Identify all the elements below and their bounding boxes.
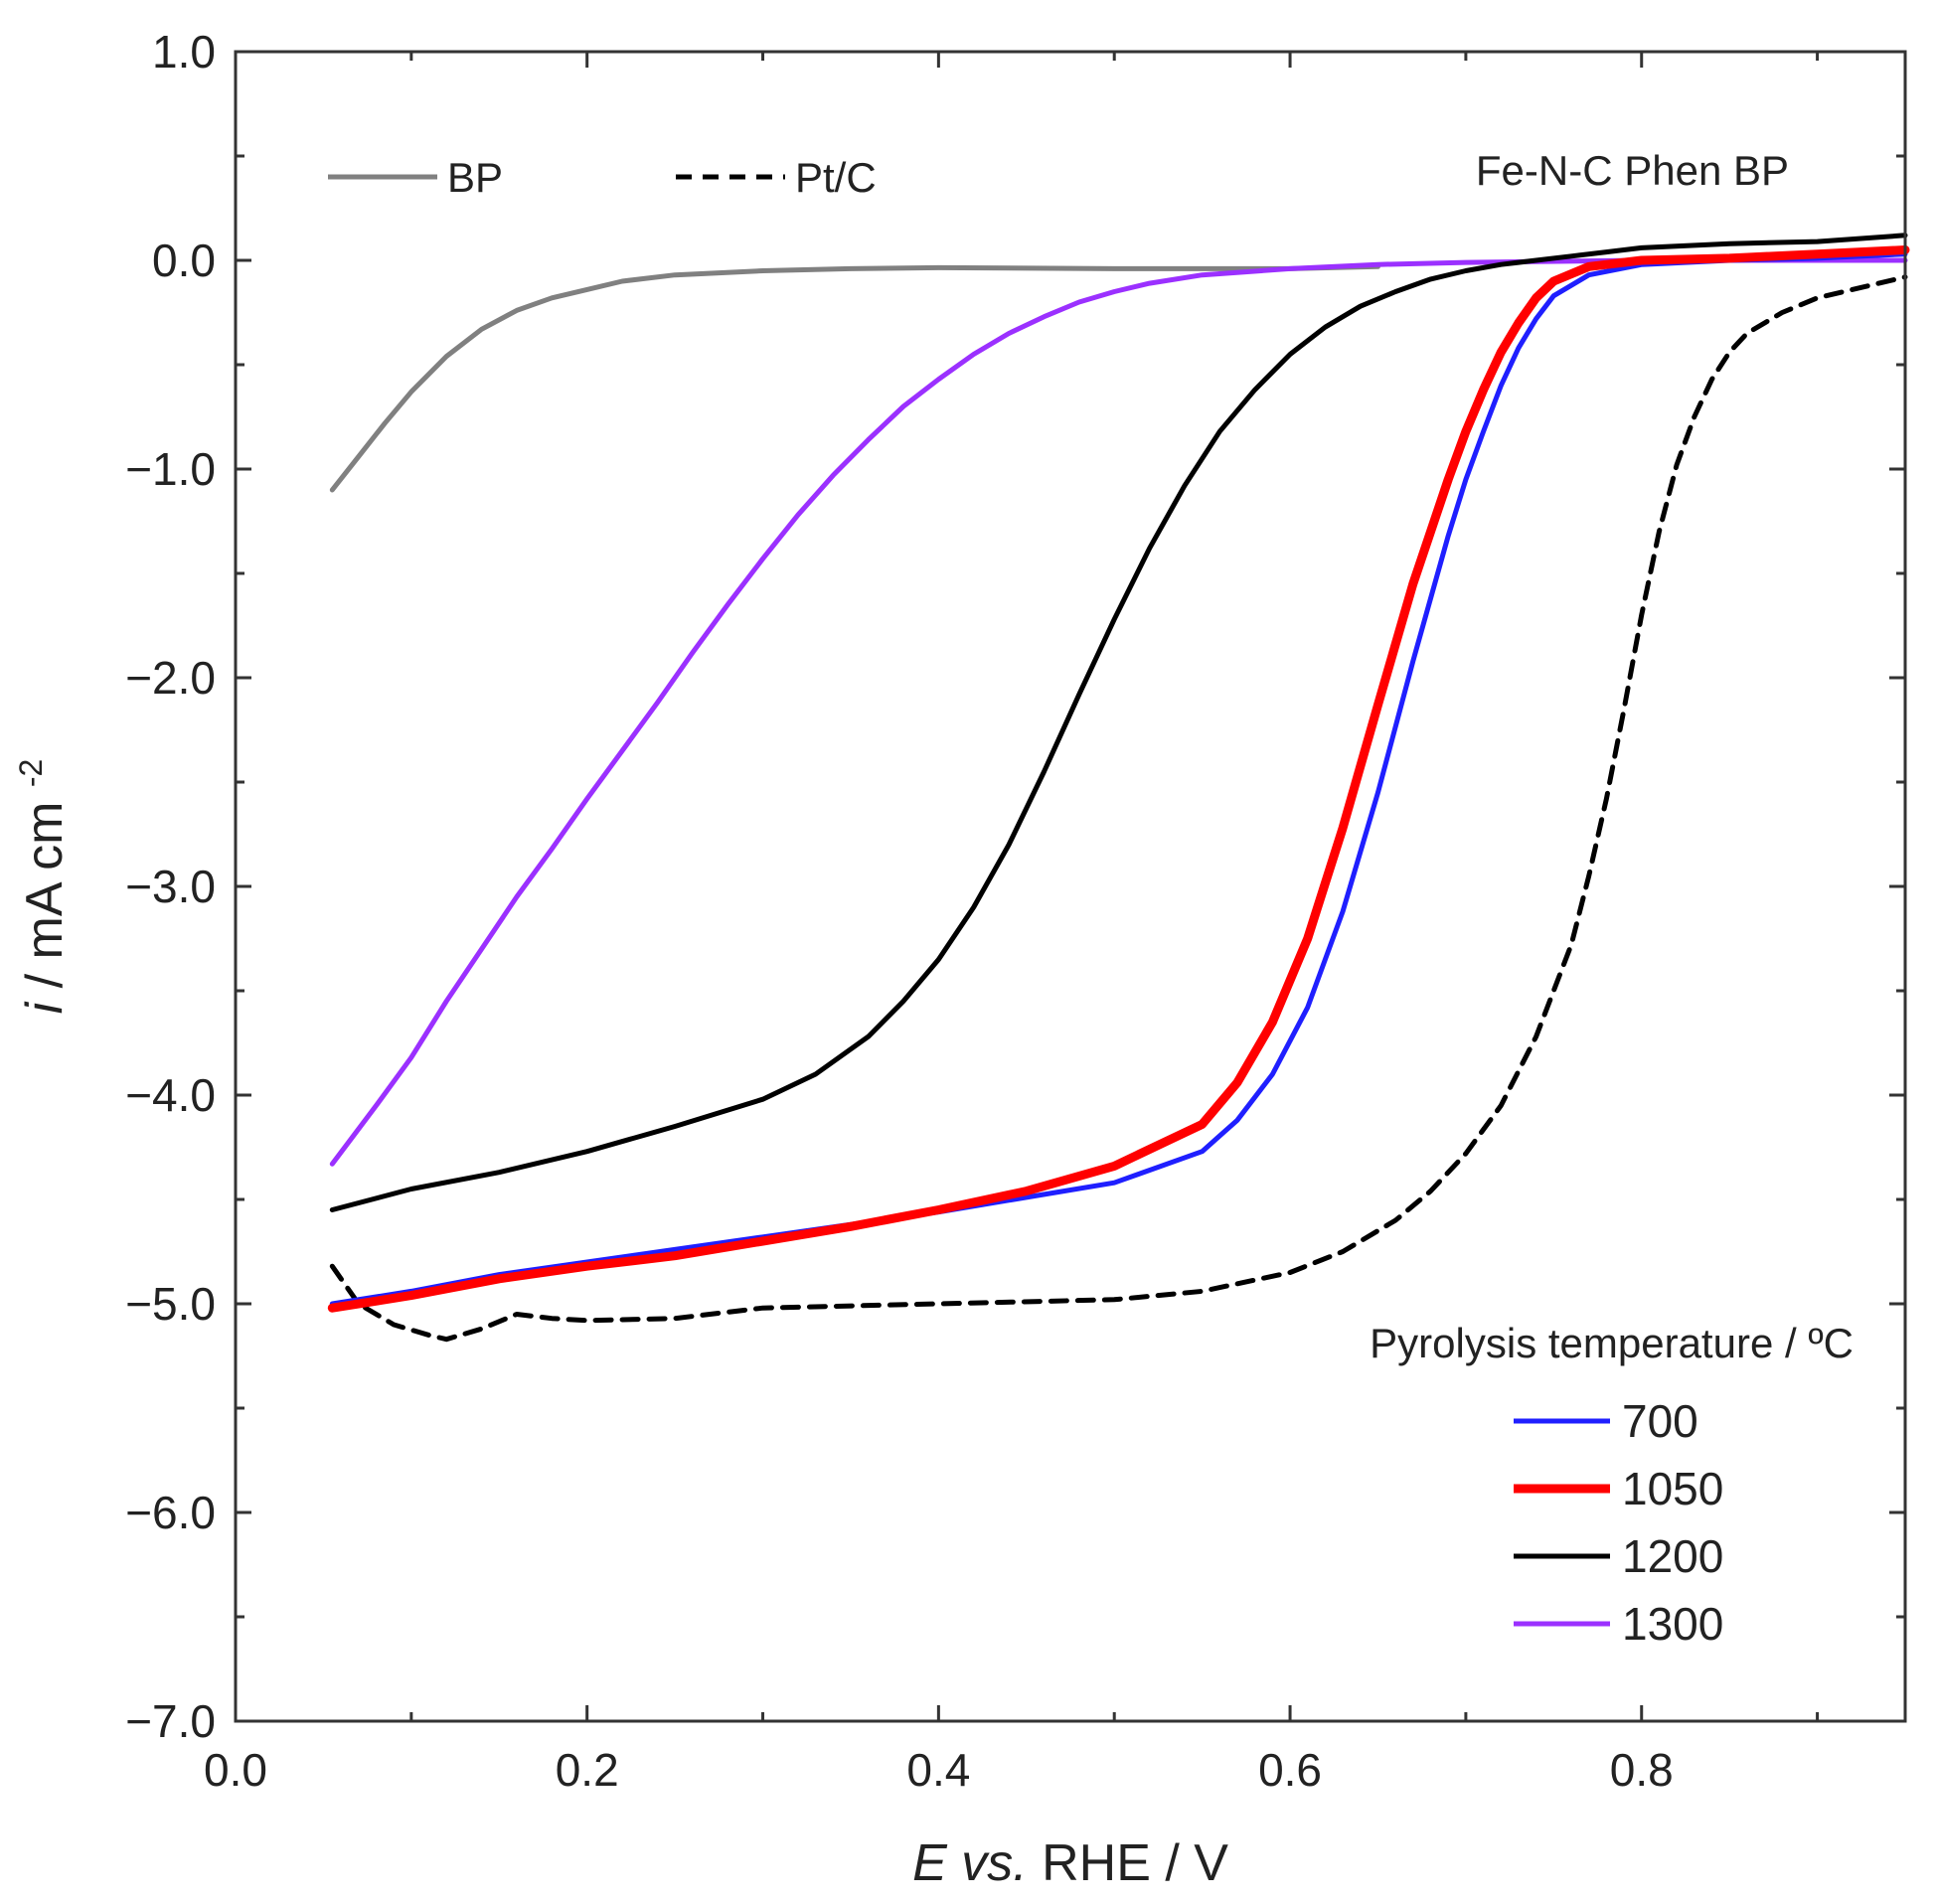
x-tick-label: 0.8 <box>1610 1744 1674 1796</box>
tick-labels: 0.0 0.2 0.4 0.6 0.8 1.0 0.0 −1.0 −2.0 −3.0 −4.0 −5.… <box>125 26 1674 1796</box>
x-tick-label: 0.6 <box>1258 1744 1322 1796</box>
x-axis-title: E vs. RHE / V <box>912 1834 1228 1892</box>
y-tick-label: 0.0 <box>152 235 216 286</box>
y-tick-label: −5.0 <box>125 1278 216 1330</box>
plot-frame <box>234 50 1907 1723</box>
series-line-1050 <box>327 245 1910 1313</box>
legend-label: 700 <box>1622 1395 1698 1447</box>
legend-label: 1200 <box>1622 1530 1723 1582</box>
series-line-Pt-C <box>329 274 1908 1343</box>
series-line-BP <box>329 263 1380 493</box>
legend-label: Pt/C <box>795 154 877 201</box>
legend-label: 1300 <box>1622 1598 1723 1650</box>
series-layer <box>327 233 1910 1343</box>
figure-annotation: Fe-N-C Phen BP <box>1476 147 1789 194</box>
x-axis-title-italic: E <box>912 1834 948 1892</box>
x-tick-label: 0.0 <box>204 1744 267 1796</box>
x-axis-title-rest: RHE / V <box>1042 1834 1228 1892</box>
x-tick-label: 0.4 <box>906 1744 970 1796</box>
temperature-legend: 700 1050 1200 1300 <box>1514 1395 1723 1650</box>
x-axis-title-italic2: vs. <box>961 1834 1027 1892</box>
y-axis-title-rest: / mA cm <box>16 802 74 989</box>
legend-label: BP <box>447 154 503 201</box>
legend-label: 1050 <box>1622 1463 1723 1514</box>
y-axis-title: i / mA cm -2 <box>13 759 74 1015</box>
x-tick-label: 0.2 <box>556 1744 619 1796</box>
y-tick-label: −1.0 <box>125 443 216 495</box>
series-line-1200 <box>329 233 1908 1212</box>
y-tick-label: −2.0 <box>125 652 216 704</box>
y-axis-title-sup: -2 <box>13 759 49 787</box>
y-tick-label: −4.0 <box>125 1069 216 1121</box>
y-tick-label: 1.0 <box>152 26 216 78</box>
reference-legend: BP Pt/C <box>328 154 877 201</box>
y-tick-label: −7.0 <box>125 1695 216 1747</box>
y-axis-title-italic: i <box>16 1001 74 1014</box>
series-line-1300 <box>329 257 1908 1167</box>
series-line-700 <box>329 251 1908 1307</box>
y-tick-label: −6.0 <box>125 1487 216 1538</box>
y-tick-label: −3.0 <box>125 861 216 912</box>
legend-title: Pyrolysis temperature / ºC <box>1370 1320 1854 1366</box>
